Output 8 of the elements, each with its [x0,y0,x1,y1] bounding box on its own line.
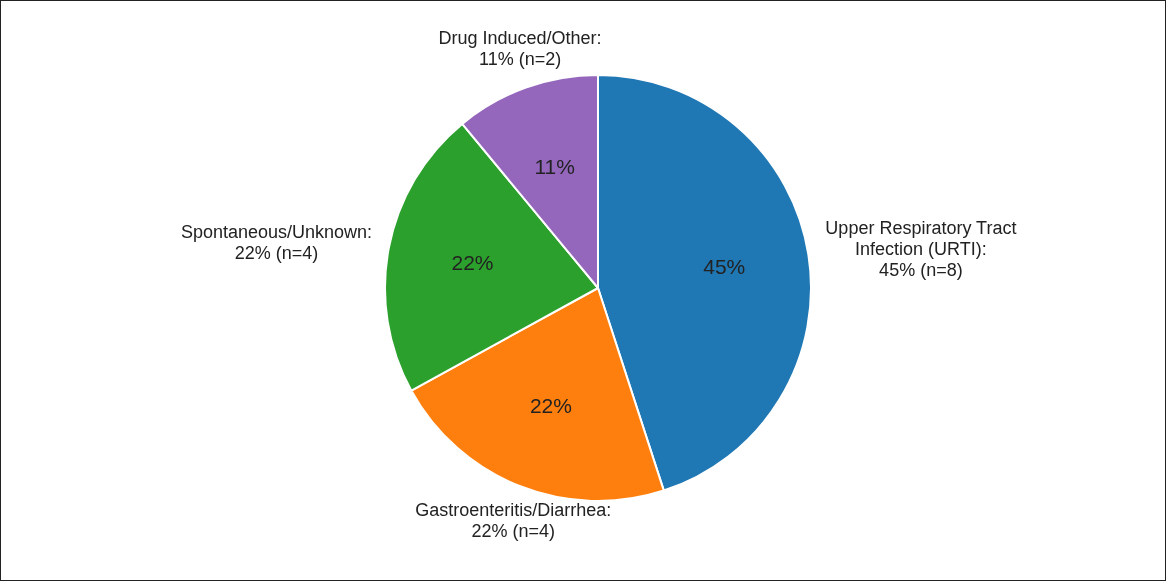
data-label: 22% [451,250,494,274]
data-label: 45% [703,254,746,278]
data-label: 11% [534,154,575,178]
slice-label: Gastroenteritis/Diarrhea: 22% (n=4) [415,499,612,541]
slice-label: Spontaneous/Unknown: 22% (n=4) [180,221,373,263]
slice-label: Upper Respiratory Tract Infection (URTI): 45% (n=8) [825,218,1017,281]
slice-label: Drug Induced/Other: 11% (n=2) [438,27,602,69]
data-label: 22% [529,393,572,417]
